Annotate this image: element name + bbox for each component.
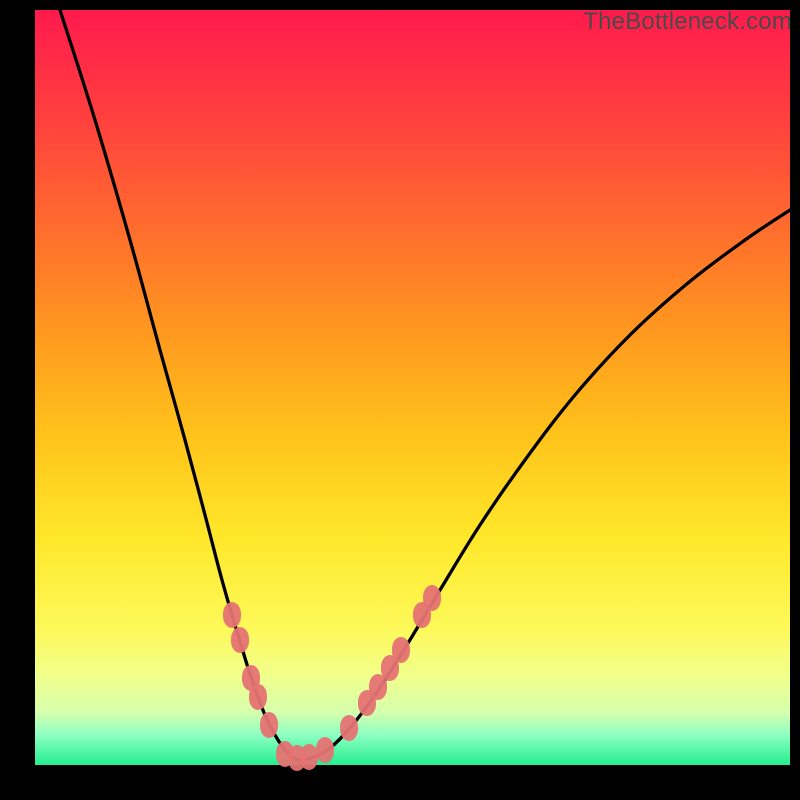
data-marker (316, 737, 334, 763)
data-marker (423, 585, 441, 611)
data-marker (392, 637, 410, 663)
data-marker (340, 715, 358, 741)
data-marker (223, 602, 241, 628)
curve-left-branch (60, 10, 298, 760)
data-marker (260, 712, 278, 738)
v-curve (0, 0, 800, 800)
data-marker (249, 684, 267, 710)
data-marker (231, 627, 249, 653)
